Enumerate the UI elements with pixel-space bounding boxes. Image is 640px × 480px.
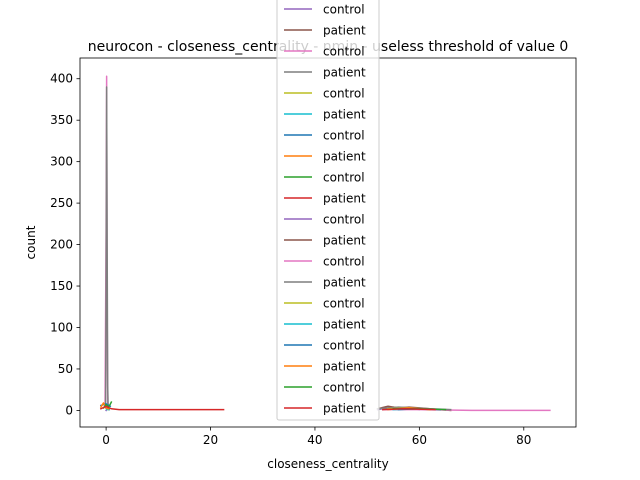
y-tick-label-5: 250 [50, 196, 73, 210]
legend-label-14: control [323, 297, 365, 311]
legend-label-6: control [323, 129, 365, 143]
legend-label-12: control [323, 255, 365, 269]
legend-label-3: patient [323, 66, 366, 80]
legend-label-11: patient [323, 234, 366, 248]
x-tick-label-0: 0 [102, 433, 110, 447]
legend-label-19: patient [323, 402, 366, 416]
legend: control patient control patient control patie… [276, 0, 380, 421]
legend-label-13: patient [323, 276, 366, 290]
legend-label-0: control [323, 3, 365, 17]
legend-label-9: patient [323, 192, 366, 206]
legend-label-10: control [323, 213, 365, 227]
legend-label-15: patient [323, 318, 366, 332]
series-line-19 [382, 408, 436, 411]
legend-box [276, 0, 380, 421]
legend-label-7: patient [323, 150, 366, 164]
legend-label-16: control [323, 339, 365, 353]
legend-label-1: patient [323, 24, 366, 38]
y-tick-label-8: 400 [50, 72, 73, 86]
legend-label-4: control [323, 87, 365, 101]
series-line-9 [99, 405, 225, 411]
y-tick-label-2: 100 [50, 320, 73, 334]
x-tick-label-3: 60 [412, 433, 427, 447]
y-axis-ticks: 0 50 100 150 200 250 300 350 400 [50, 72, 80, 417]
series-line-3 [104, 86, 109, 410]
legend-label-17: patient [323, 360, 366, 374]
x-tick-label-4: 80 [516, 433, 531, 447]
series-lines [99, 75, 551, 412]
x-tick-label-1: 20 [203, 433, 218, 447]
y-tick-label-3: 150 [50, 279, 73, 293]
x-axis-ticks: 0 20 40 60 80 [102, 427, 531, 447]
y-tick-label-0: 0 [65, 403, 73, 417]
y-tick-label-6: 300 [50, 155, 73, 169]
y-tick-label-4: 200 [50, 238, 73, 252]
y-tick-label-1: 50 [58, 362, 73, 376]
legend-label-8: control [323, 171, 365, 185]
legend-label-5: patient [323, 108, 366, 122]
x-axis-label: closeness_centrality [267, 457, 388, 471]
y-tick-label-7: 350 [50, 113, 73, 127]
legend-label-18: control [323, 381, 365, 395]
legend-label-2: control [323, 45, 365, 59]
x-tick-label-2: 40 [307, 433, 322, 447]
y-axis-label: count [24, 225, 38, 259]
